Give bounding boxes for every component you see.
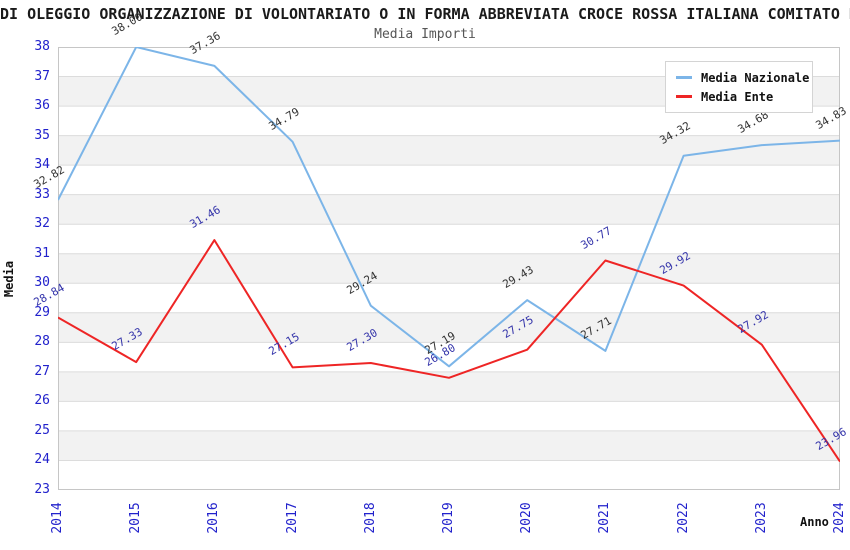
- interlaced-band: [58, 194, 840, 225]
- y-tick-label: 23: [34, 482, 50, 497]
- interlaced-band: [58, 253, 840, 284]
- interlaced-band: [58, 283, 840, 313]
- y-tick-label: 36: [34, 98, 50, 114]
- interlaced-band: [58, 312, 840, 343]
- x-tick-label: 2023: [753, 502, 769, 534]
- y-tick-label: 28: [34, 334, 50, 350]
- x-tick-label: 2022: [675, 502, 691, 534]
- interlaced-band: [58, 401, 840, 431]
- chart-title: DI OLEGGIO ORGANIZZAZIONE DI VOLONTARIAT…: [0, 5, 850, 23]
- y-tick-label: 35: [34, 127, 50, 143]
- interlaced-band: [58, 165, 840, 195]
- y-tick-label: 32: [34, 216, 50, 232]
- plot-border: [58, 47, 840, 490]
- line-swatch-icon: [676, 76, 692, 79]
- interlaced-band: [58, 135, 840, 166]
- legend-label: Media Ente: [701, 89, 774, 104]
- y-tick-label: 29: [34, 304, 50, 320]
- x-tick-label: 2014: [50, 502, 65, 534]
- legend-item-media-nazionale: Media Nazionale: [676, 68, 809, 87]
- y-tick-label: 30: [34, 275, 50, 291]
- y-tick-label: 34: [34, 157, 50, 173]
- x-tick-label: 2020: [519, 502, 535, 534]
- line-swatch-icon: [676, 95, 692, 98]
- chart-subtitle: Media Importi: [374, 27, 476, 42]
- x-tick-label: 2015: [128, 502, 144, 534]
- y-tick-label: 37: [34, 68, 50, 84]
- y-axis-title: Media: [2, 260, 16, 298]
- y-tick-label: 38: [34, 39, 50, 54]
- x-tick-label: 2017: [284, 502, 300, 534]
- legend-item-media-ente: Media Ente: [676, 87, 804, 106]
- x-tick-label: 2016: [206, 502, 222, 534]
- y-tick-label: 25: [34, 422, 50, 438]
- interlaced-band: [58, 371, 840, 402]
- y-tick-label: 26: [34, 393, 50, 409]
- series-line-media-nazionale: [58, 47, 840, 368]
- x-tick-label: 2024: [832, 502, 847, 534]
- y-tick-label: 24: [34, 452, 50, 468]
- interlaced-band: [58, 460, 840, 490]
- y-tick-label: 33: [34, 186, 50, 202]
- x-axis-title: Anno: [800, 515, 829, 529]
- x-tick-label: 2019: [441, 502, 456, 534]
- y-tick-label: 27: [34, 363, 50, 379]
- interlaced-band: [58, 430, 840, 461]
- interlaced-band: [58, 224, 840, 254]
- series-line-media-ente: [58, 239, 840, 463]
- plot-area-svg: [58, 47, 840, 490]
- x-tick-label: 2018: [362, 502, 378, 534]
- legend-label: Media Nazionale: [701, 70, 810, 85]
- legend: Media Nazionale Media Ente: [665, 61, 813, 113]
- y-tick-label: 31: [34, 245, 50, 261]
- x-tick-label: 2021: [597, 502, 613, 534]
